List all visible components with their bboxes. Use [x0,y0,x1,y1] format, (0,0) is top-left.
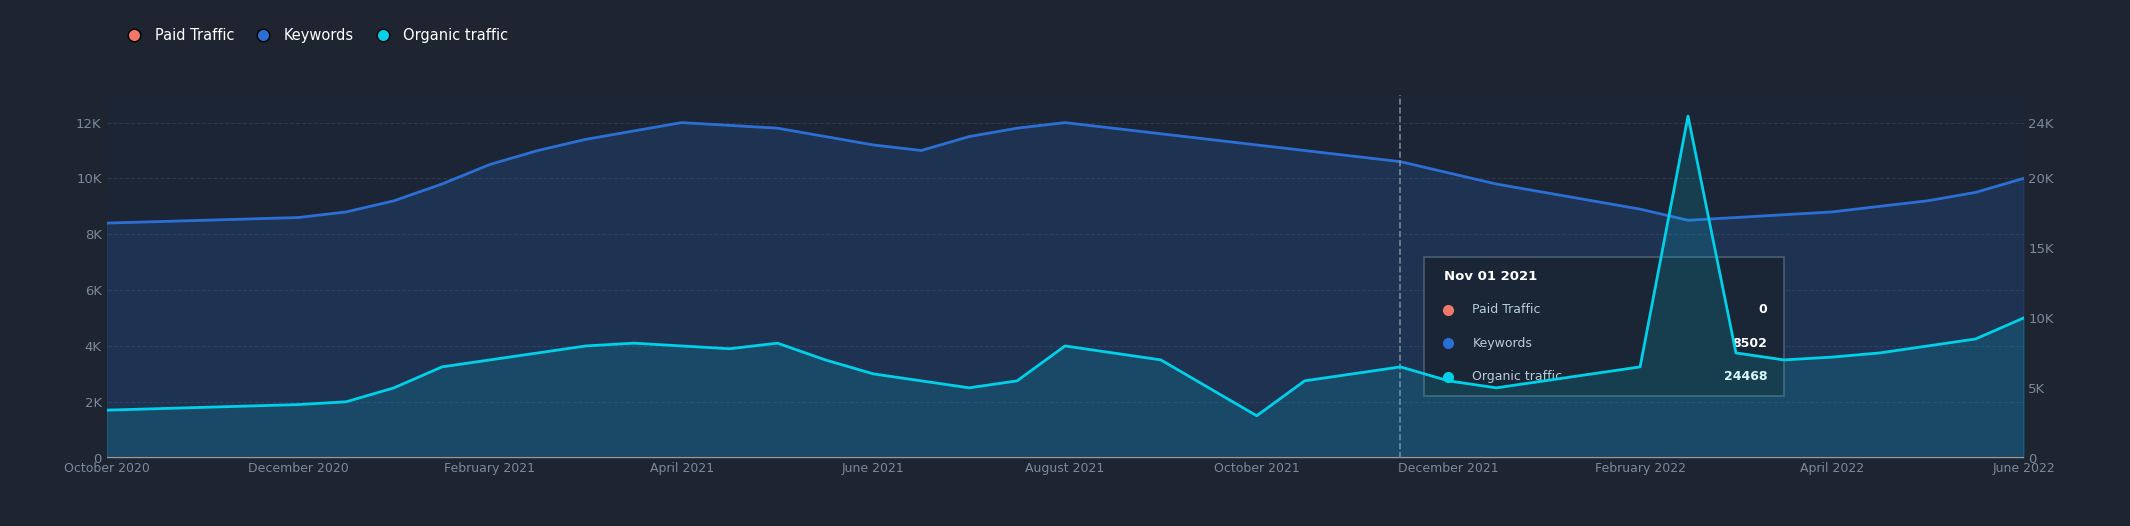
Text: 8502: 8502 [1732,337,1768,350]
Legend: Paid Traffic, Keywords, Organic traffic: Paid Traffic, Keywords, Organic traffic [113,22,513,49]
FancyBboxPatch shape [1425,257,1785,396]
Text: 0: 0 [1759,303,1768,316]
Text: Organic traffic: Organic traffic [1472,370,1563,383]
Text: Paid Traffic: Paid Traffic [1472,303,1540,316]
Text: Nov 01 2021: Nov 01 2021 [1444,270,1538,282]
Text: 24468: 24468 [1723,370,1768,383]
Text: Keywords: Keywords [1472,337,1531,350]
